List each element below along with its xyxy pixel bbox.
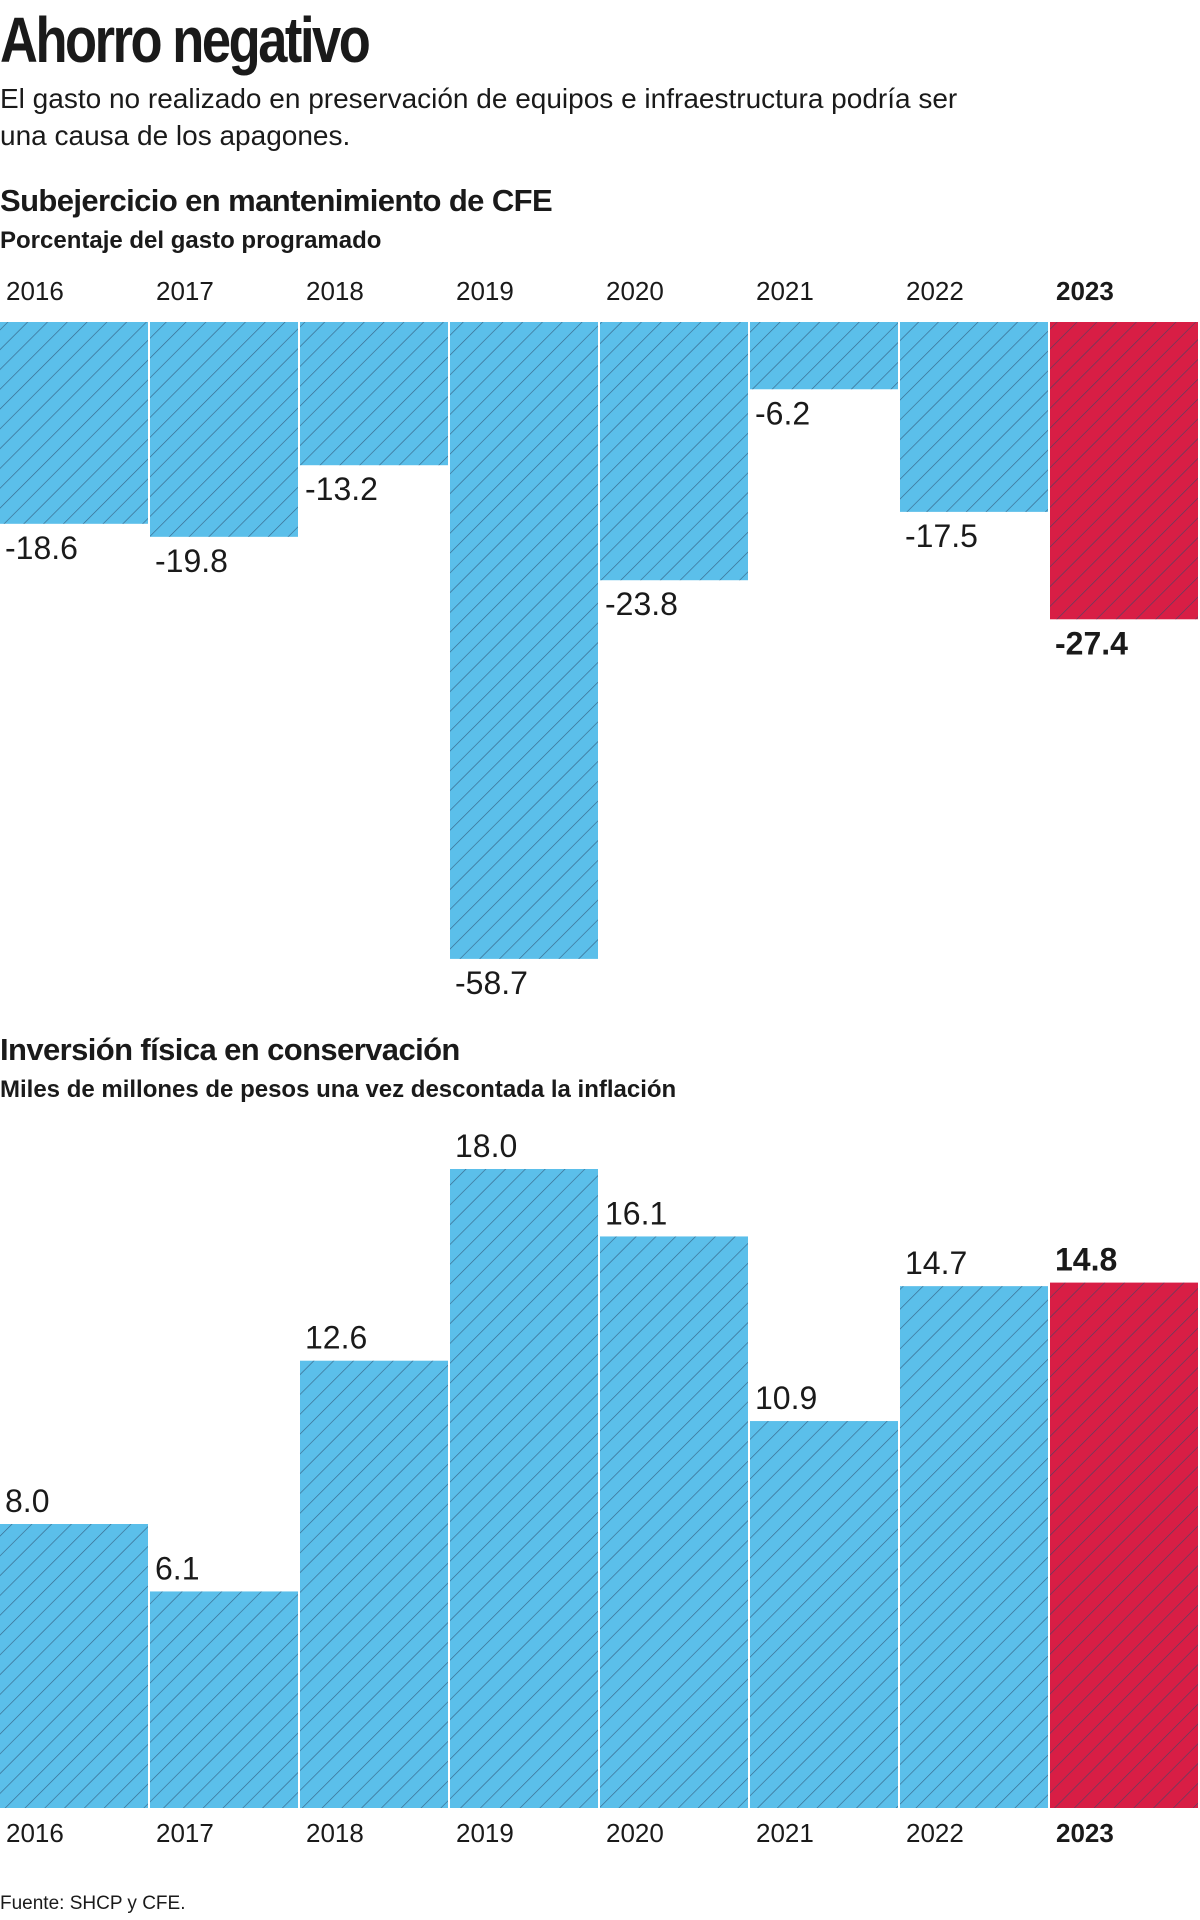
year-label-2017: 2017 — [156, 276, 214, 306]
value-label-2022: 14.7 — [905, 1245, 967, 1281]
year-label-2021: 2021 — [756, 1818, 814, 1848]
chart-1-title: Subejercicio en mantenimiento de CFE — [0, 183, 553, 218]
bar-2019 — [450, 1169, 598, 1808]
year-label-2023: 2023 — [1056, 276, 1114, 306]
year-label-2019: 2019 — [456, 276, 514, 306]
year-label-2019: 2019 — [456, 1818, 514, 1848]
value-label-2020: 16.1 — [605, 1195, 667, 1231]
chart-2-title: Inversión física en conservación — [0, 1032, 460, 1067]
bar-2021 — [750, 1421, 898, 1808]
value-label-2022: -17.5 — [905, 518, 978, 554]
year-label-2020: 2020 — [606, 1818, 664, 1848]
value-label-2018: -13.2 — [305, 471, 378, 507]
source-note: Fuente: SHCP y CFE. — [0, 1893, 186, 1914]
year-label-2022: 2022 — [906, 276, 964, 306]
value-label-2018: 12.6 — [305, 1320, 367, 1356]
year-label-2021: 2021 — [756, 276, 814, 306]
value-label-2021: -6.2 — [755, 395, 810, 431]
value-label-2016: 8.0 — [5, 1483, 49, 1519]
subtitle: El gasto no realizado en preservación de… — [0, 83, 958, 151]
bar-2018 — [300, 1360, 448, 1808]
bar-2020 — [600, 1236, 748, 1808]
year-label-2018: 2018 — [306, 1818, 364, 1848]
bar-2023 — [1050, 322, 1198, 620]
bar-2019 — [450, 322, 598, 959]
value-label-2016: -18.6 — [5, 530, 78, 566]
bar-2016 — [0, 322, 148, 524]
year-label-2016: 2016 — [6, 276, 64, 306]
chart-inversion: 8.0 2016 6.1 2017 12.6 2018 18.0 2019 16.1 2020 10… — [0, 1128, 1198, 1848]
chart-2-subtitle: Miles de millones de pesos una vez desco… — [0, 1076, 677, 1103]
bar-2021 — [750, 322, 898, 390]
year-label-2016: 2016 — [6, 1818, 64, 1848]
value-label-2020: -23.8 — [605, 586, 678, 622]
value-label-2021: 10.9 — [755, 1380, 817, 1416]
bar-2018 — [300, 322, 448, 466]
bar-2017 — [150, 1591, 298, 1808]
year-label-2023: 2023 — [1056, 1818, 1114, 1848]
bar-2020 — [600, 322, 748, 581]
year-label-2020: 2020 — [606, 276, 664, 306]
chart-subejercicio: -18.6 2016 -19.8 2017 -13.2 2018 -58.7 2019 -23.… — [0, 276, 1198, 1001]
year-label-2018: 2018 — [306, 276, 364, 306]
value-label-2023: 14.8 — [1055, 1242, 1117, 1278]
value-label-2019: 18.0 — [455, 1128, 517, 1164]
bar-2017 — [150, 322, 298, 537]
bar-2022 — [900, 1286, 1048, 1808]
year-label-2022: 2022 — [906, 1818, 964, 1848]
value-label-2019: -58.7 — [455, 965, 528, 1001]
bar-2022 — [900, 322, 1048, 512]
value-label-2017: 6.1 — [155, 1550, 199, 1586]
value-label-2017: -19.8 — [155, 543, 228, 579]
value-label-2023: -27.4 — [1055, 625, 1128, 661]
bar-2016 — [0, 1524, 148, 1808]
main-title: Ahorro negativo — [0, 4, 371, 76]
chart-1-subtitle: Porcentaje del gasto programado — [0, 227, 382, 254]
year-label-2017: 2017 — [156, 1818, 214, 1848]
bar-2023 — [1050, 1282, 1198, 1808]
